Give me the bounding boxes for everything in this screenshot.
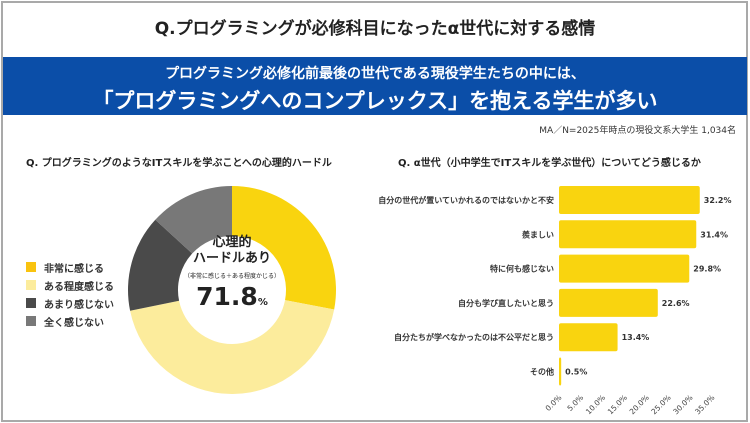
x-tick-label: 30.0% [671, 393, 694, 416]
bar [559, 254, 690, 283]
center-value: 71.8% [172, 282, 292, 311]
x-tick-label: 25.0% [649, 393, 672, 416]
bar [559, 220, 697, 249]
donut-slice [128, 219, 193, 311]
bar-data-label: 31.4% [700, 230, 728, 239]
center-line-1: 心理的 [212, 235, 252, 250]
center-value-unit: % [257, 297, 268, 308]
legend-swatch [26, 280, 36, 290]
donut-slice [155, 186, 232, 254]
bar [559, 186, 700, 214]
page-title: Q.プログラミングが必修科目になったα世代に対する感情 [154, 19, 596, 39]
legend-item: ある程度感じる [26, 276, 114, 294]
legend-label: ある程度感じる [44, 281, 114, 293]
legend-item: 非常に感じる [26, 258, 114, 276]
bar-data-label: 29.8% [693, 265, 721, 274]
x-tick-label: 10.0% [584, 393, 607, 416]
sample-note: MA／N=2025年時点の現役文系大学生 1,034名 [539, 126, 736, 136]
legend-swatch [26, 262, 36, 272]
legend-item: あまり感じない [26, 294, 114, 312]
donut-chart-title: Q. プログラミングのようなITスキルを学ぶことへの心理的ハードル [26, 158, 332, 169]
bar [559, 288, 658, 317]
bar-chart-title: Q. α世代（小中学生でITスキルを学ぶ世代）についてどう感じるか [398, 158, 701, 169]
donut-legend: 非常に感じる ある程度感じる あまり感じない 全く感じない [26, 258, 114, 330]
bar-category-label: 自分の世代が置いていかれるのではないかと不安 [378, 195, 554, 205]
center-line-2: ハードルあり [192, 251, 271, 266]
bar [559, 323, 618, 352]
bar [559, 357, 562, 386]
legend-label: 全く感じない [44, 317, 104, 329]
banner-line-2: 「プログラミングへのコンプレックス」を抱える学生が多い [92, 89, 658, 113]
bar-data-label: 13.4% [622, 333, 650, 342]
x-tick-label: 0.0% [544, 393, 564, 413]
bar-category-label: その他 [530, 367, 554, 377]
bar-data-label: 22.6% [662, 299, 690, 308]
x-tick-label: 35.0% [693, 393, 716, 416]
bar-category-label: 自分たちが学べなかったのは不公平だと思う [394, 332, 554, 342]
donut-slice [232, 186, 336, 310]
donut-center-label: 心理的 ハードルあり （非常に感じる＋ある程度かじる） 71.8% [172, 235, 292, 311]
bar-category-label: 特に何も感じない [490, 264, 554, 274]
bar-data-label: 32.2% [704, 196, 732, 205]
bar-category-label: 自分も学び直したいと思う [458, 298, 554, 308]
legend-swatch [26, 316, 36, 326]
banner-line-1: プログラミング必修化前最後の世代である現役学生たちの中には、 [165, 66, 585, 82]
bar-category-label: 羨ましい [522, 229, 554, 239]
center-sub: （非常に感じる＋ある程度かじる） [183, 273, 280, 280]
x-tick-label: 5.0% [565, 393, 585, 413]
bar-data-label: 0.5% [565, 368, 587, 377]
legend-swatch [26, 298, 36, 308]
legend-label: あまり感じない [44, 299, 114, 311]
legend-label: 非常に感じる [44, 263, 104, 275]
legend-item: 全く感じない [26, 312, 114, 330]
x-tick-label: 20.0% [628, 393, 651, 416]
headline-banner: プログラミング必修化前最後の世代である現役学生たちの中には、 「プログラミングへ… [3, 57, 747, 115]
x-tick-label: 15.0% [606, 393, 629, 416]
donut-slice [130, 300, 335, 395]
center-value-number: 71.8 [196, 282, 258, 311]
